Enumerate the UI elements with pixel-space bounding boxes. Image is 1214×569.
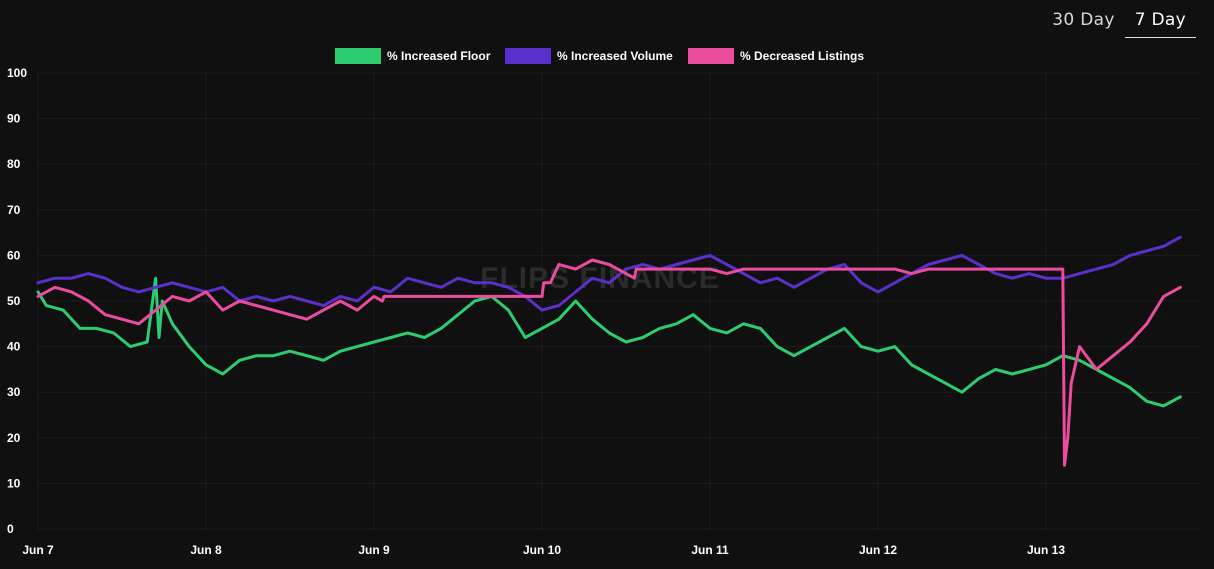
y-tick-label: 90 — [7, 112, 21, 126]
y-axis-ticks: 0 10 20 30 40 50 60 70 80 90 100 — [7, 66, 27, 536]
legend-swatch — [688, 48, 734, 64]
x-tick-label: Jun 13 — [1027, 543, 1065, 557]
x-tick-label: Jun 11 — [691, 543, 729, 557]
legend-item-0[interactable]: % Increased Floor — [335, 48, 491, 64]
series-line-0 — [36, 276, 1182, 408]
legend-swatch — [505, 48, 551, 64]
y-tick-label: 50 — [7, 294, 21, 308]
x-axis-ticks: Jun 7 Jun 8 Jun 9 Jun 10 Jun 11 Jun 12 Jun 13 — [22, 543, 1065, 557]
y-tick-label: 20 — [7, 431, 21, 445]
tab-7-day[interactable]: 7 Day — [1124, 6, 1196, 38]
legend-item-1[interactable]: % Increased Volume — [505, 48, 673, 64]
y-tick-label: 60 — [7, 248, 21, 262]
series-lines — [36, 235, 1182, 467]
legend: % Increased Floor % Increased Volume % Dec… — [335, 48, 864, 64]
watermark-text: FLIPS FINANCE — [480, 262, 720, 295]
y-tick-label: 40 — [7, 340, 21, 354]
x-tick-label: Jun 8 — [190, 543, 222, 557]
legend-swatch — [335, 48, 381, 64]
series-line-2 — [36, 258, 1182, 467]
y-tick-label: 0 — [7, 522, 14, 536]
x-tick-label: Jun 12 — [859, 543, 897, 557]
legend-item-2[interactable]: % Decreased Listings — [688, 48, 864, 64]
range-tabs: 30 Day 7 Day — [1042, 6, 1196, 38]
y-tick-label: 100 — [7, 66, 27, 80]
y-tick-label: 70 — [7, 203, 21, 217]
legend-label: % Decreased Listings — [740, 49, 864, 63]
grid — [37, 72, 1200, 530]
legend-label: % Increased Floor — [387, 49, 491, 63]
y-tick-label: 10 — [7, 476, 21, 490]
x-tick-label: Jun 7 — [22, 543, 54, 557]
x-tick-label: Jun 10 — [523, 543, 561, 557]
x-tick-label: Jun 9 — [358, 543, 390, 557]
y-tick-label: 30 — [7, 385, 21, 399]
tab-30-day[interactable]: 30 Day — [1052, 10, 1115, 30]
y-tick-label: 80 — [7, 157, 21, 171]
legend-label: % Increased Volume — [557, 49, 673, 63]
